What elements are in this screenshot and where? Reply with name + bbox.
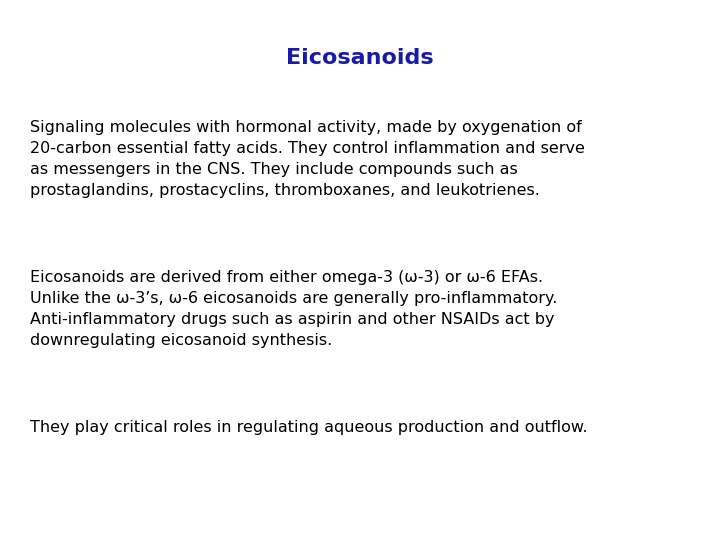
- Text: Signaling molecules with hormonal activity, made by oxygenation of
20-carbon ess: Signaling molecules with hormonal activi…: [30, 120, 585, 198]
- Text: Eicosanoids are derived from either omega-3 (ω-3) or ω-6 EFAs.
Unlike the ω-3’s,: Eicosanoids are derived from either omeg…: [30, 270, 557, 348]
- Text: Eicosanoids: Eicosanoids: [286, 48, 434, 68]
- Text: They play critical roles in regulating aqueous production and outflow.: They play critical roles in regulating a…: [30, 420, 588, 435]
